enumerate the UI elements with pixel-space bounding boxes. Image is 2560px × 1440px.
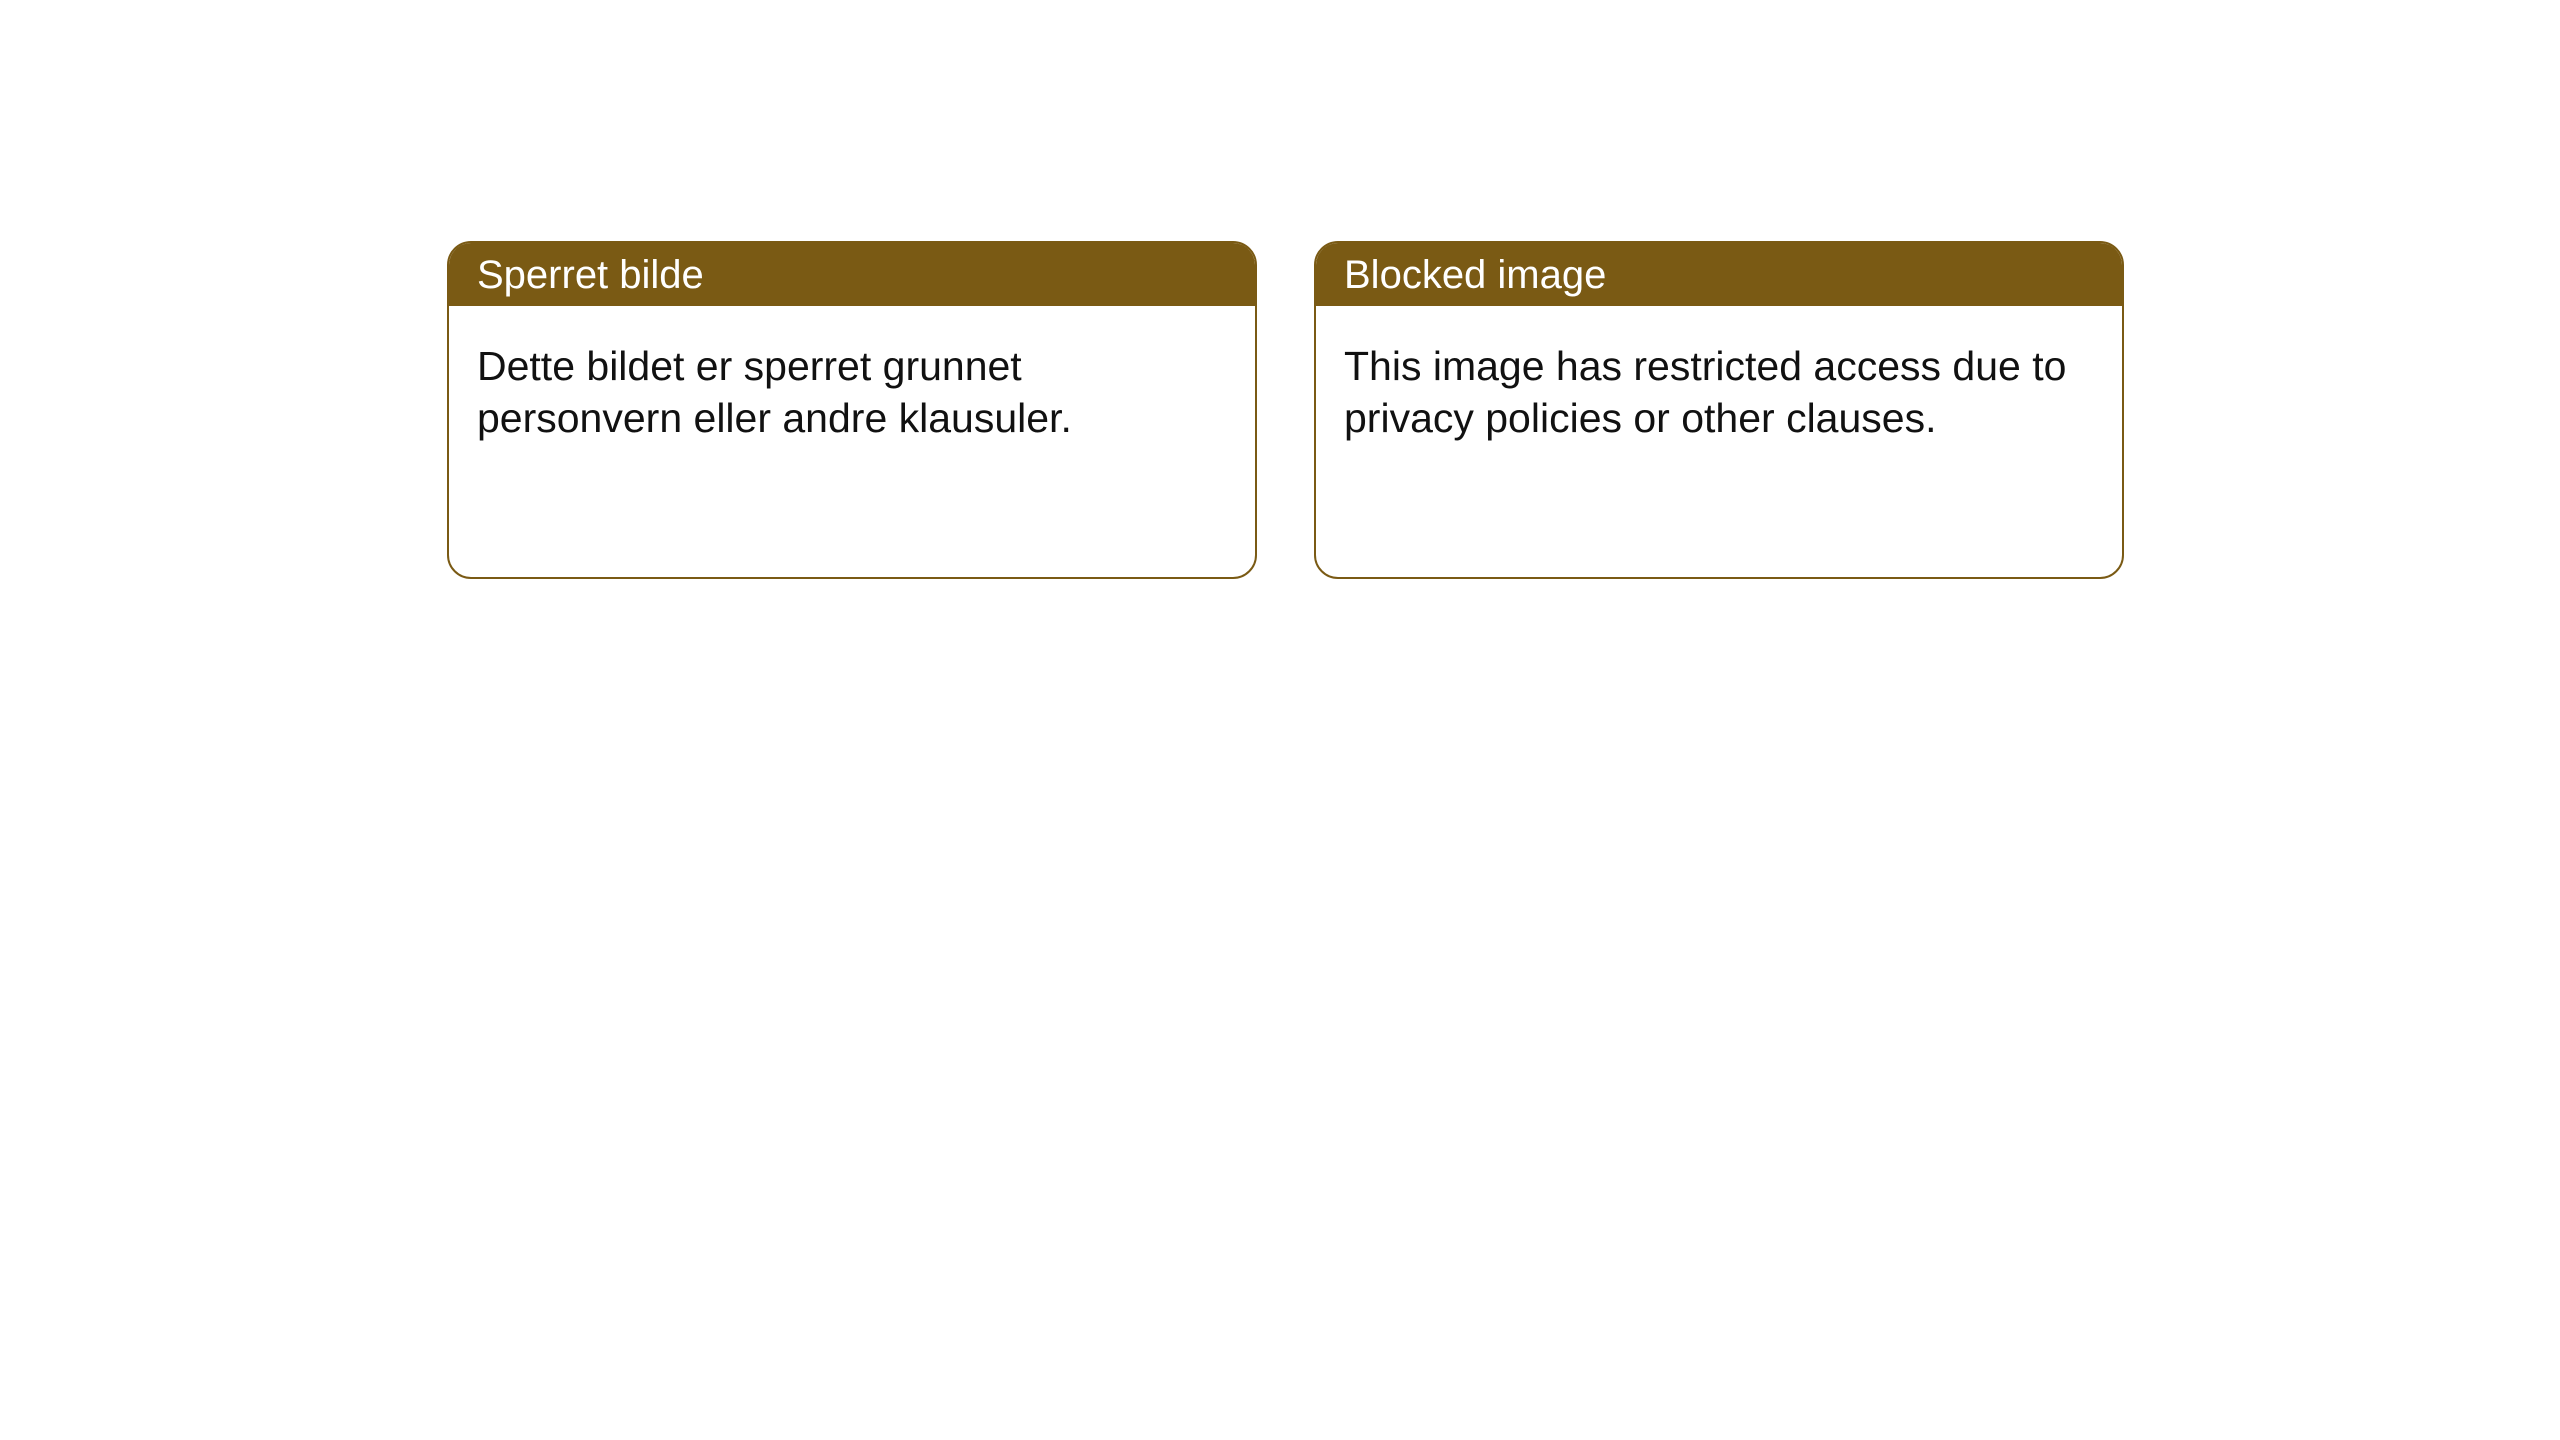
notice-card-en: Blocked image This image has restricted … [1314,241,2124,579]
notice-body-no: Dette bildet er sperret grunnet personve… [449,306,1255,577]
notice-body-en: This image has restricted access due to … [1316,306,2122,577]
notice-card-no: Sperret bilde Dette bildet er sperret gr… [447,241,1257,579]
notice-title-no: Sperret bilde [449,243,1255,306]
notice-container: Sperret bilde Dette bildet er sperret gr… [447,241,2124,579]
notice-title-en: Blocked image [1316,243,2122,306]
